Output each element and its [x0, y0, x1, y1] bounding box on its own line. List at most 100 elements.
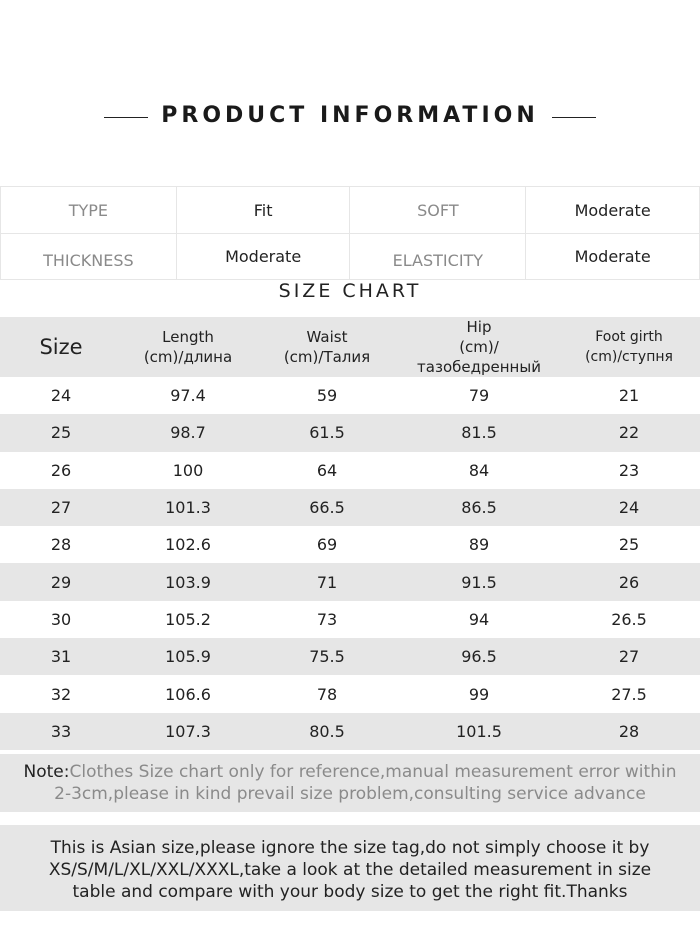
- column-header-size: Size: [0, 317, 122, 377]
- note-line-1: Note:Clothes Size chart only for referen…: [0, 761, 700, 783]
- product-info-table: TYPE Fit SOFT Moderate THICKNESS Moderat…: [0, 186, 700, 280]
- info-label-elasticity: ELASTICITY: [349, 233, 527, 280]
- asian-size-notice: This is Asian size,please ignore the siz…: [0, 825, 700, 911]
- column-header-unit: (cm)/тазобедренный: [417, 338, 541, 376]
- info-row: THICKNESS Moderate ELASTICITY Moderate: [0, 233, 700, 280]
- cell-hip: 86.5: [461, 498, 497, 518]
- cell-length: 107.3: [165, 721, 211, 741]
- size-chart-body: 24 97.4 59 79 21 25 98.7 61.5 81.5 22 26 100 64 84 23 2…: [0, 377, 700, 750]
- cell-hip: 96.5: [461, 647, 497, 667]
- info-row: TYPE Fit SOFT Moderate: [0, 186, 700, 234]
- cell-size: 29: [50, 572, 72, 592]
- cell-size: 33: [50, 721, 72, 741]
- cell-waist: 71: [316, 572, 338, 592]
- cell-size: 24: [50, 386, 72, 406]
- column-header-foot-girth: Foot girth (cm)/ступня: [558, 317, 700, 377]
- cell-foot-girth: 23: [618, 460, 640, 480]
- info-label-type: TYPE: [0, 186, 177, 234]
- cell-length: 103.9: [165, 572, 211, 592]
- cell-size: 32: [50, 684, 72, 704]
- info-label-soft: SOFT: [349, 186, 527, 234]
- notice-line-2: XS/S/M/L/XL/XXL/XXXL,take a look at the …: [48, 860, 652, 880]
- info-label-thickness: THICKNESS: [0, 233, 177, 280]
- cell-length: 101.3: [165, 498, 211, 518]
- cell-waist: 73: [316, 609, 338, 629]
- column-header-label: Hip: [466, 318, 492, 336]
- cell-size: 30: [50, 609, 72, 629]
- cell-foot-girth: 22: [618, 423, 640, 443]
- cell-hip: 79: [468, 386, 490, 406]
- notice-line-3: table and compare with your body size to…: [72, 882, 628, 902]
- header-divider-left: [104, 117, 148, 118]
- cell-foot-girth: 26: [618, 572, 640, 592]
- column-header-hip: Hip (cm)/тазобедренный: [400, 317, 558, 377]
- cell-hip: 99: [468, 684, 490, 704]
- column-header-unit: (cm)/длина: [143, 348, 233, 366]
- cell-foot-girth: 27: [618, 647, 640, 667]
- table-row: 32 106.6 78 99 27.5: [0, 675, 700, 712]
- cell-length: 97.4: [170, 386, 206, 406]
- table-row: 28 102.6 69 89 25: [0, 526, 700, 563]
- table-row: 29 103.9 71 91.5 26: [0, 563, 700, 601]
- column-header-label: Waist: [306, 328, 348, 346]
- cell-size: 28: [50, 535, 72, 555]
- cell-waist: 69: [316, 535, 338, 555]
- cell-hip: 84: [468, 460, 490, 480]
- cell-waist: 64: [316, 460, 338, 480]
- cell-size: 26: [50, 460, 72, 480]
- column-header-label: Length: [162, 328, 214, 346]
- column-header-unit: (cm)/Талия: [283, 348, 371, 366]
- table-row: 30 105.2 73 94 26.5: [0, 601, 700, 638]
- info-value-thickness: Moderate: [175, 233, 351, 280]
- size-chart-table: Size Length (cm)/длина Waist (cm)/Талия …: [0, 317, 700, 750]
- column-header-waist: Waist (cm)/Талия: [254, 317, 400, 377]
- cell-length: 105.9: [165, 647, 211, 667]
- cell-length: 100: [172, 460, 204, 480]
- cell-hip: 91.5: [461, 572, 497, 592]
- page-title: PRODUCT INFORMATION: [161, 103, 539, 128]
- cell-foot-girth: 26.5: [611, 609, 647, 629]
- cell-size: 27: [50, 498, 72, 518]
- table-row: 26 100 64 84 23: [0, 452, 700, 489]
- column-header-label: Foot girth: [595, 329, 663, 345]
- cell-hip: 89: [468, 535, 490, 555]
- cell-waist: 61.5: [309, 423, 345, 443]
- cell-waist: 75.5: [309, 647, 345, 667]
- cell-waist: 66.5: [309, 498, 345, 518]
- info-value-elasticity: Moderate: [525, 233, 700, 280]
- column-header-unit: (cm)/ступня: [585, 349, 673, 365]
- cell-length: 106.6: [165, 684, 211, 704]
- cell-size: 31: [50, 647, 72, 667]
- size-chart-header-row: Size Length (cm)/длина Waist (cm)/Талия …: [0, 317, 700, 377]
- cell-foot-girth: 25: [618, 535, 640, 555]
- note-label: Note:: [23, 762, 70, 782]
- cell-foot-girth: 24: [618, 498, 640, 518]
- cell-foot-girth: 21: [618, 386, 640, 406]
- cell-waist: 59: [316, 386, 338, 406]
- cell-waist: 78: [316, 684, 338, 704]
- cell-length: 105.2: [165, 609, 211, 629]
- section-header: PRODUCT INFORMATION: [0, 100, 700, 136]
- cell-hip: 81.5: [461, 423, 497, 443]
- note-text-1: Clothes Size chart only for reference,ma…: [69, 762, 677, 782]
- table-row: 33 107.3 80.5 101.5 28: [0, 712, 700, 750]
- cell-length: 98.7: [170, 423, 206, 443]
- cell-length: 102.6: [165, 535, 211, 555]
- table-row: 31 105.9 75.5 96.5 27: [0, 638, 700, 676]
- notice-line-1: This is Asian size,please ignore the siz…: [50, 838, 650, 858]
- info-value-soft: Moderate: [525, 186, 700, 234]
- table-row: 25 98.7 61.5 81.5 22: [0, 414, 700, 452]
- column-header-label: Size: [39, 335, 83, 359]
- cell-hip: 101.5: [456, 721, 502, 741]
- column-header-length: Length (cm)/длина: [122, 317, 254, 377]
- info-value-type: Fit: [175, 186, 351, 234]
- note-text-2: 2-3cm,please in kind prevail size proble…: [54, 784, 646, 804]
- cell-foot-girth: 28: [618, 721, 640, 741]
- size-chart-title: SIZE CHART: [278, 280, 422, 302]
- header-divider-right: [552, 117, 596, 118]
- table-row: 27 101.3 66.5 86.5 24: [0, 488, 700, 527]
- cell-hip: 94: [468, 609, 490, 629]
- note-box: Note:Clothes Size chart only for referen…: [0, 754, 700, 812]
- cell-size: 25: [50, 423, 72, 443]
- cell-foot-girth: 27.5: [611, 684, 647, 704]
